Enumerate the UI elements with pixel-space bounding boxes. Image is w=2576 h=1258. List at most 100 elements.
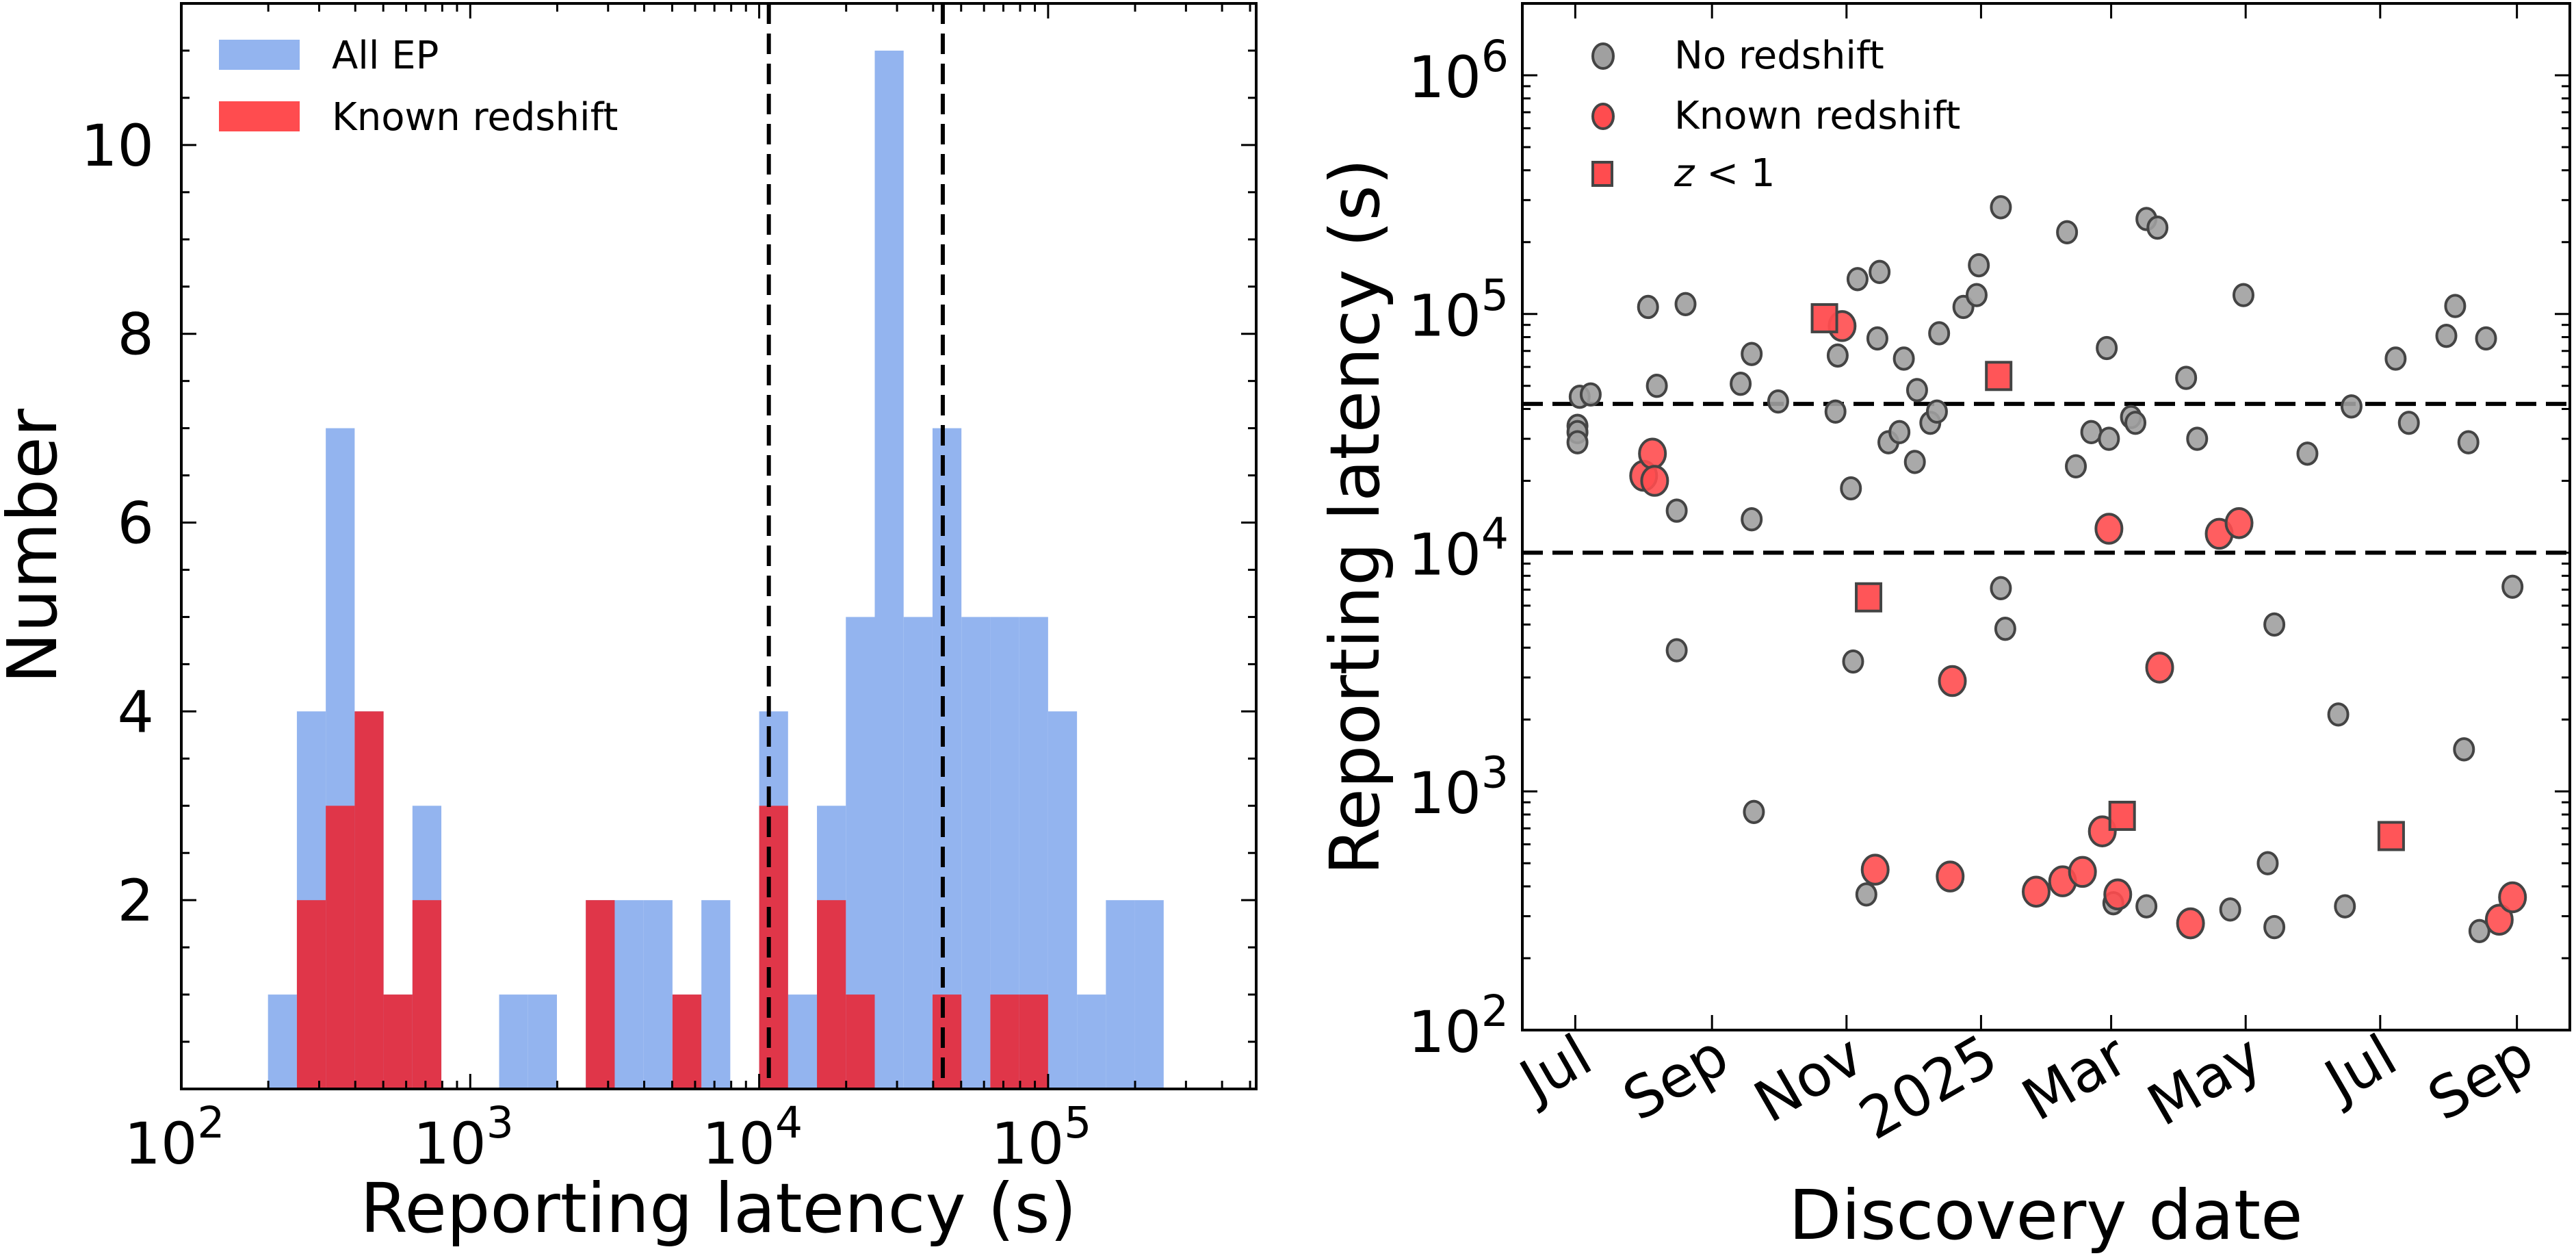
all-ep-bar	[874, 50, 904, 1089]
no-redshift-point	[2457, 430, 2480, 454]
no-redshift-point	[1842, 649, 1864, 674]
known-redshift-bar	[672, 994, 702, 1089]
y-tick-label-base: 10	[1408, 283, 1481, 350]
known-redshift-bar	[326, 806, 355, 1089]
known-redshift-bar	[586, 900, 615, 1089]
histogram-y-axis-title: Number	[0, 408, 73, 684]
no-redshift-point	[2263, 914, 2286, 940]
y-tick-label: 2	[118, 867, 154, 934]
known-redshift-bar	[383, 994, 413, 1089]
no-redshift-point	[1741, 342, 1763, 366]
known-redshift-point	[2068, 856, 2097, 888]
legend-label-z-lt-1: z < 1	[1674, 151, 1775, 196]
no-redshift-point	[1674, 292, 1697, 316]
scatter-points	[1566, 195, 2527, 943]
known-redshift-point	[1936, 860, 1965, 893]
x-tick-label-exponent: 3	[486, 1098, 514, 1148]
scatter-y-axis-title: Reporting latency (s)	[1315, 158, 1395, 875]
no-redshift-point	[1990, 576, 2012, 601]
no-redshift-point	[2124, 411, 2147, 435]
no-redshift-point	[2186, 426, 2209, 451]
no-redshift-point	[2065, 454, 2087, 479]
all-ep-bar	[1134, 900, 1164, 1089]
all-ep-bar	[788, 994, 818, 1089]
legend-marker-known-redshift	[1591, 103, 1615, 130]
histogram-y-tick-labels: 2 4 6 8 10	[81, 112, 154, 934]
known-redshift-point	[2484, 903, 2514, 936]
no-redshift-point	[1637, 294, 1659, 320]
scatter-legend: No redshift Known redshift z < 1	[1591, 34, 1960, 196]
threshold-lines	[1522, 402, 2570, 555]
y-tick-label-exponent: 4	[1481, 509, 1509, 559]
known-redshift-point	[2176, 907, 2205, 940]
no-redshift-point	[2296, 441, 2319, 466]
known-redshift-bar	[932, 994, 962, 1089]
no-redshift-point	[1579, 382, 1602, 407]
known-redshift-bar	[759, 806, 788, 1089]
all-ep-bar	[614, 900, 644, 1089]
known-redshift-point	[2094, 513, 2124, 545]
all-ep-bar	[903, 617, 933, 1089]
y-tick-label: 103	[1408, 747, 1509, 827]
x-tick-label: 104	[702, 1098, 803, 1177]
z-lt-1-point	[1855, 582, 1883, 613]
no-redshift-point	[1928, 321, 1951, 346]
known-redshift-point	[2224, 507, 2254, 539]
histogram-frame	[180, 2, 1258, 1090]
no-redshift-point	[1968, 253, 1990, 278]
y-tick-label-exponent: 6	[1481, 31, 1509, 81]
all-ep-bar	[1106, 900, 1135, 1089]
no-redshift-point	[1903, 450, 1926, 474]
y-tick-label-base: 10	[1408, 44, 1481, 111]
no-redshift-point	[1665, 638, 1688, 663]
x-tick-label-base: 10	[413, 1110, 486, 1177]
y-tick-label: 102	[1408, 986, 1509, 1066]
no-redshift-point	[1869, 259, 1891, 285]
legend-label-known-redshift: Known redshift	[332, 95, 618, 140]
no-redshift-point	[1826, 343, 1849, 368]
scatter-frame	[1521, 2, 2571, 1031]
no-redshift-point	[2397, 411, 2420, 435]
all-ep-bar	[932, 428, 962, 1089]
all-ep-bar	[1048, 711, 1078, 1089]
all-ep-bar	[499, 994, 528, 1089]
legend-label-no-redshift: No redshift	[1674, 34, 1884, 78]
no-redshift-point	[2080, 420, 2103, 444]
x-tick-label: 102	[125, 1098, 225, 1177]
y-tick-label-exponent: 5	[1481, 270, 1509, 320]
no-redshift-point	[2219, 897, 2241, 922]
no-redshift-point	[2232, 283, 2254, 307]
legend-swatch-all-ep	[219, 40, 300, 70]
no-redshift-point	[1846, 267, 1869, 292]
y-tick-label-base: 10	[1408, 999, 1481, 1066]
known-redshift-point	[2021, 875, 2051, 908]
x-tick-label-base: 10	[702, 1110, 775, 1177]
histogram-legend: All EP Known redshift	[219, 34, 618, 140]
x-tick-label: Mar	[2011, 1021, 2139, 1133]
histogram-x-axis-title: Reporting latency (s)	[360, 1168, 1076, 1248]
all-ep-bar	[643, 900, 673, 1089]
no-redshift-point	[1892, 346, 1915, 371]
known-redshift-point	[1640, 465, 1669, 497]
no-redshift-point	[2263, 612, 2286, 637]
x-tick-label: Sep	[2417, 1021, 2545, 1133]
x-tick-label: Nov	[1743, 1021, 1874, 1135]
legend-label-known-redshift: Known redshift	[1674, 94, 1960, 138]
known-redshift-bar	[354, 711, 384, 1089]
x-tick-label: 105	[991, 1098, 1091, 1177]
known-redshift-bar	[1019, 994, 1048, 1089]
all-ep-bar	[961, 617, 991, 1089]
no-redshift-point	[2444, 294, 2467, 318]
threshold-lines	[766, 3, 945, 1089]
no-redshift-point	[1866, 326, 1888, 351]
no-redshift-point	[1645, 374, 1668, 398]
y-tick-label: 4	[118, 678, 154, 745]
x-tick-label-exponent: 2	[197, 1098, 224, 1148]
x-tick-label: Sep	[1612, 1021, 1739, 1133]
z-lt-1-point	[1985, 361, 2013, 391]
known-redshift-point	[2103, 878, 2133, 911]
x-tick-label: Jul	[2311, 1021, 2408, 1116]
x-tick-label-exponent: 5	[1064, 1098, 1091, 1148]
